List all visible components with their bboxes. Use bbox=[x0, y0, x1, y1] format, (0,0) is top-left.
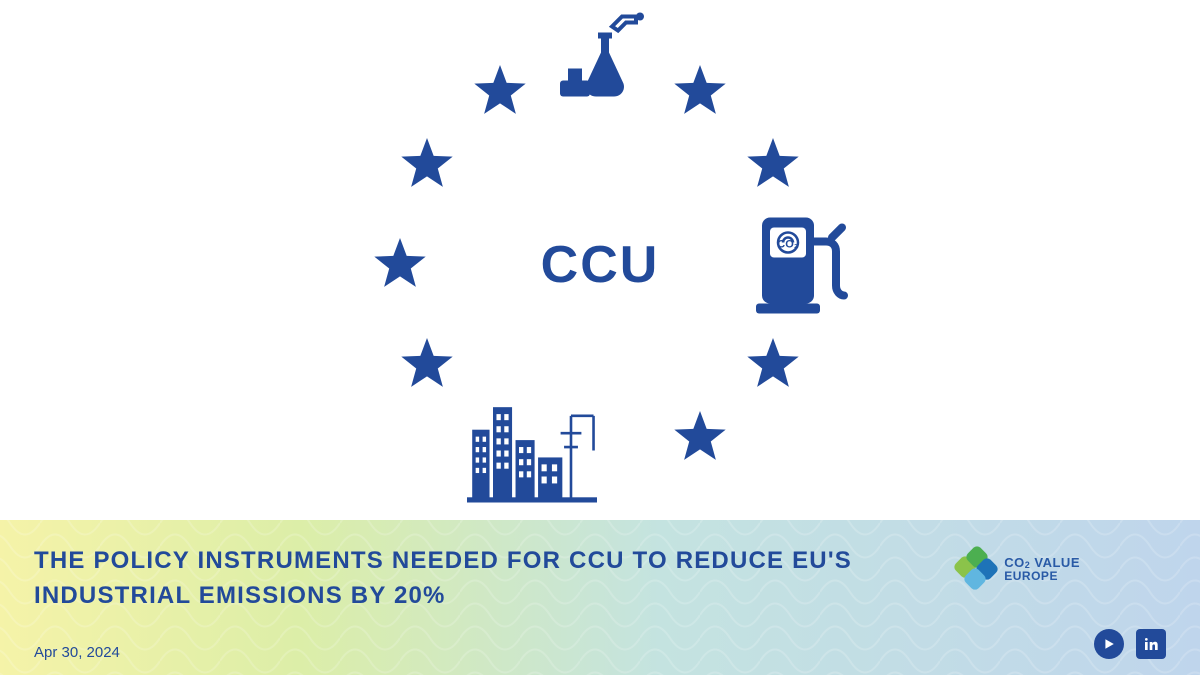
co2-value-europe-logo: CO2 VALUE EUROPE bbox=[954, 548, 1080, 590]
footer-banner: THE POLICY INSTRUMENTS NEEDED FOR CCU TO… bbox=[0, 520, 1200, 675]
brand-line2: EUROPE bbox=[1004, 570, 1080, 583]
eu-star-icon bbox=[473, 65, 527, 119]
brand-line1-sub: 2 bbox=[1025, 560, 1031, 570]
article-date: Apr 30, 2024 bbox=[34, 644, 120, 661]
brand-text: CO2 VALUE EUROPE bbox=[1004, 556, 1080, 582]
eu-star-icon bbox=[373, 238, 427, 292]
social-links bbox=[1094, 629, 1166, 659]
eu-star-icon bbox=[673, 65, 727, 119]
brand-mark-icon bbox=[954, 548, 996, 590]
fuel-pump-icon: CO₂ bbox=[745, 208, 855, 323]
ccu-center-label: CCU bbox=[541, 235, 660, 295]
eu-star-icon bbox=[746, 138, 800, 192]
article-headline: THE POLICY INSTRUMENTS NEEDED FOR CCU TO… bbox=[34, 544, 914, 614]
buildings-icon bbox=[467, 395, 597, 511]
youtube-icon[interactable] bbox=[1094, 629, 1124, 659]
eu-star-icon bbox=[400, 338, 454, 392]
ccu-eu-ring-graphic: CCU CO₂ bbox=[360, 25, 840, 505]
linkedin-icon[interactable] bbox=[1136, 629, 1166, 659]
eu-star-icon bbox=[673, 411, 727, 465]
eu-star-icon bbox=[400, 138, 454, 192]
brand-line1-pre: CO bbox=[1004, 555, 1025, 570]
eu-star-icon bbox=[746, 338, 800, 392]
chemistry-icon bbox=[550, 13, 650, 118]
brand-line1-post: VALUE bbox=[1030, 555, 1080, 570]
